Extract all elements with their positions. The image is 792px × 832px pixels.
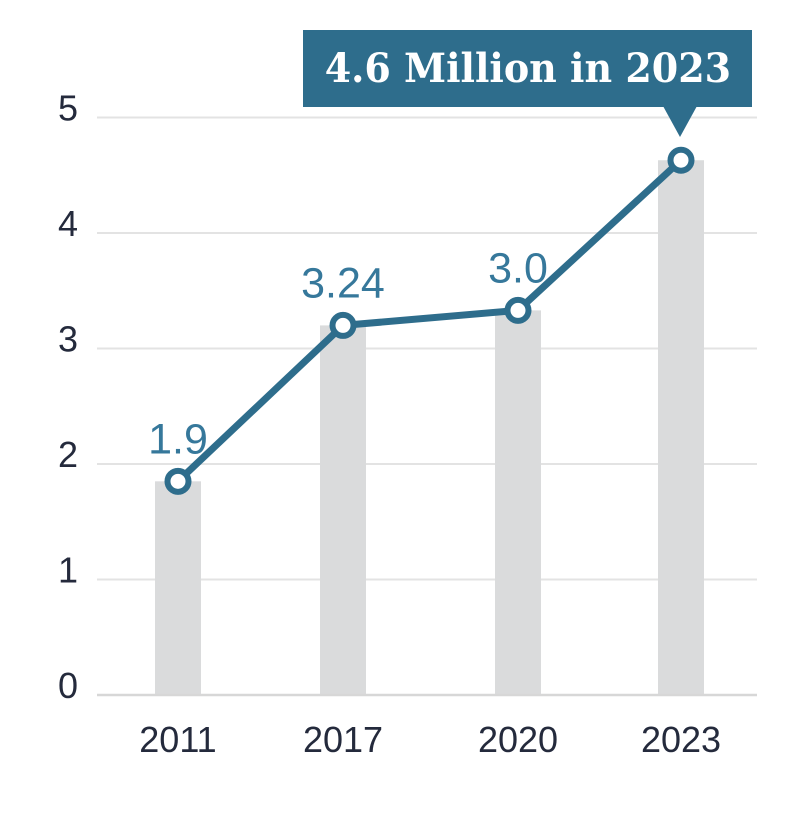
x-tick-label-2017: 2017 [303,719,383,760]
y-tick-label-1: 1 [58,550,78,591]
y-tick-label-5: 5 [58,88,78,129]
x-tick-label-2023: 2023 [641,719,721,760]
callout-pointer-icon [663,106,697,137]
bar-2023 [658,160,704,696]
trend-line [174,156,685,485]
marker-2017 [329,311,357,339]
marker-2023 [667,146,695,174]
bar-2011 [155,481,201,695]
bar-2017 [320,325,366,695]
callout-label: 4.6 Million in 2023 [324,45,731,92]
y-tick-label-0: 0 [58,665,78,706]
point-label-2011: 1.9 [148,415,208,463]
y-tick-label-2: 2 [58,434,78,475]
point-label-2017: 3.24 [301,259,385,307]
point-label-2020: 3.0 [488,244,548,292]
callout: 4.6 Million in 2023 [303,30,752,137]
bar-2020 [495,310,541,695]
y-tick-label-4: 4 [58,203,78,244]
y-tick-label-3: 3 [58,319,78,360]
marker-2011 [164,467,192,495]
x-tick-label-2020: 2020 [478,719,558,760]
x-tick-label-2011: 2011 [139,719,216,760]
marker-2020 [504,296,532,324]
